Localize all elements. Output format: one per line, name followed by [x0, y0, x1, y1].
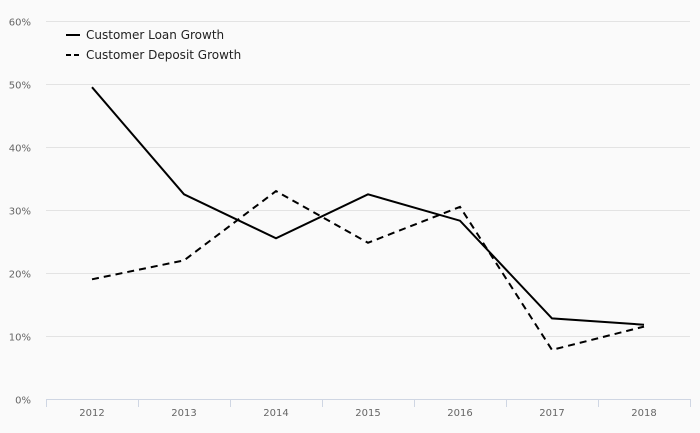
customer-loan-growth-point — [366, 192, 370, 196]
x-tick-label: 2018 — [631, 408, 656, 419]
y-tick-label: 30% — [9, 207, 31, 218]
y-tick-label: 50% — [9, 81, 31, 92]
customer-loan-growth-point — [182, 192, 186, 196]
customer-deposit-growth-point — [642, 325, 646, 329]
y-tick-label: 10% — [9, 333, 31, 344]
customer-loan-growth-line — [91, 86, 645, 326]
customer-deposit-growth-point — [274, 189, 278, 193]
customer-loan-growth-point — [458, 219, 462, 223]
y-tick-label: 0% — [15, 396, 31, 407]
x-tick-label: 2017 — [539, 408, 564, 419]
customer-deposit-growth-line — [91, 189, 645, 352]
legend-label-customer-loan-growth: Customer Loan Growth — [86, 28, 224, 42]
x-tick-label: 2015 — [355, 408, 380, 419]
y-tick-label: 60% — [9, 18, 31, 29]
customer-loan-growth-point — [90, 85, 94, 89]
customer-loan-growth-point — [274, 236, 278, 240]
customer-deposit-growth-point — [182, 258, 186, 262]
customer-deposit-growth-point — [458, 205, 462, 209]
y-tick-label: 20% — [9, 270, 31, 281]
customer-deposit-growth-point — [366, 241, 370, 245]
x-tick-label: 2012 — [79, 408, 104, 419]
legend: Customer Loan Growth Customer Deposit Gro… — [66, 28, 241, 62]
x-tick-label: 2016 — [447, 408, 472, 419]
gridlines — [46, 21, 690, 337]
legend-label-customer-deposit-growth: Customer Deposit Growth — [86, 48, 241, 62]
y-axis: 0% 10% 20% 30% 40% 50% 60% — [9, 18, 31, 407]
x-tick-label: 2013 — [171, 408, 196, 419]
x-tick-label: 2014 — [263, 408, 288, 419]
y-tick-label: 40% — [9, 144, 31, 155]
x-axis: 2012 2013 2014 2015 2016 2017 2018 — [46, 399, 691, 419]
series-lines — [90, 85, 646, 352]
customer-deposit-growth-point — [550, 348, 554, 352]
customer-deposit-growth-point — [90, 277, 94, 281]
customer-loan-growth-point — [550, 316, 554, 320]
